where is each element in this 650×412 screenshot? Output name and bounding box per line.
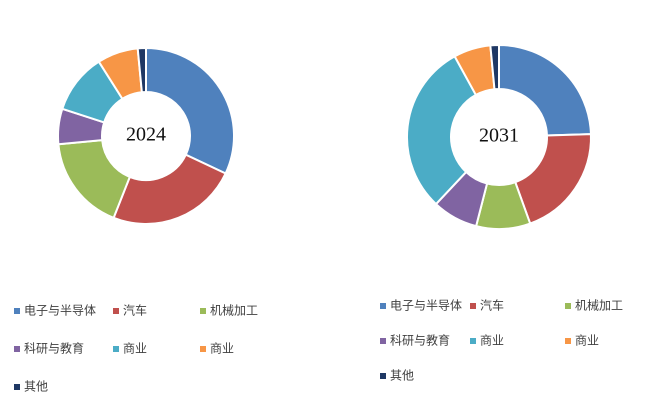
donut-segment [112,153,227,225]
legend-label: 机械加工 [210,303,258,318]
legend-label: 科研与教育 [390,333,450,348]
donut-segment [406,55,478,206]
center-label: 2024 [126,124,166,146]
donut-segment [513,133,592,225]
legend-swatch [113,308,119,314]
center-label: 2031 [479,125,519,147]
legend-label: 电子与半导体 [24,304,96,318]
legend-swatch [200,346,206,352]
legend-swatch [14,384,20,390]
legend-label: 电子与半导体 [390,299,462,313]
donut-segment [57,139,132,220]
donut-segment [136,46,147,94]
legend-swatch [380,373,386,379]
legend-swatch [113,346,119,352]
legend-label: 科研与教育 [24,341,84,356]
legend-swatch [470,338,476,344]
legend-swatch [14,308,20,314]
donut-segment [145,46,235,175]
legend-label: 其他 [24,380,48,394]
legend-swatch [380,303,386,309]
legend-swatch [565,338,571,344]
legend-label: 商业 [123,341,147,356]
legend-swatch [380,338,386,344]
legend-swatch [200,308,206,314]
legend-label: 其他 [390,369,414,383]
legend-swatch [565,303,571,309]
legend-label: 机械加工 [575,298,623,313]
legend-label: 商业 [480,333,504,348]
donut-segment [489,43,500,91]
legend-label: 商业 [575,333,599,348]
legend-swatch [14,346,20,352]
legend-label: 汽车 [123,303,147,318]
donut-segment [498,43,592,137]
legend-label: 商业 [210,341,234,356]
legend-label: 汽车 [480,298,504,313]
legend-swatch [470,303,476,309]
